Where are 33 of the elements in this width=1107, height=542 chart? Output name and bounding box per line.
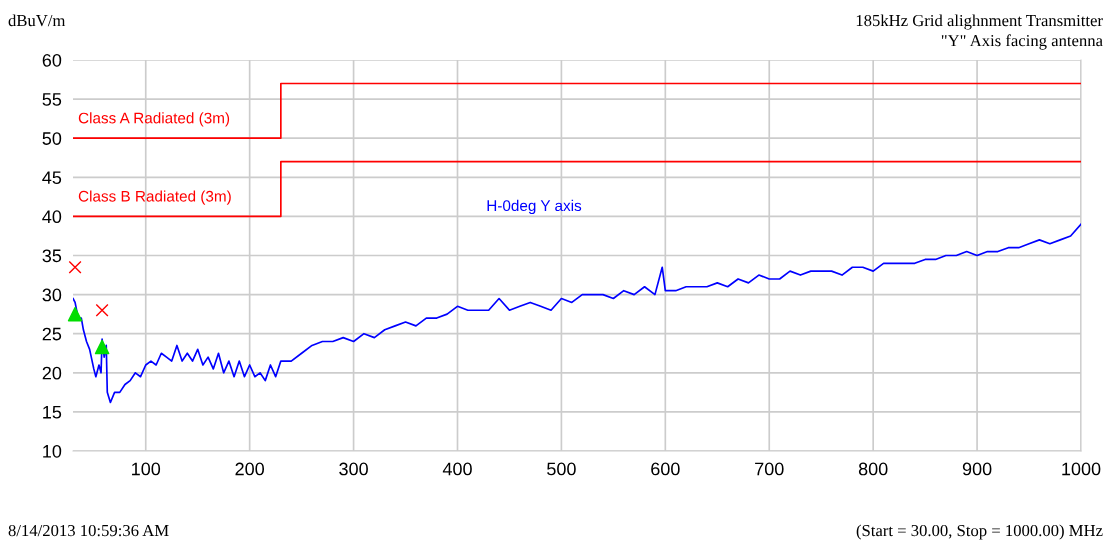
y-tick-label: 55 [42,93,62,106]
y-tick-label: 60 [42,53,62,67]
x-tick-label: 1000 [1062,462,1101,476]
series-label: Class B Radiated (3m) [78,190,231,205]
text: H-0deg Y axis [487,199,582,215]
series-label: Class A Radiated (3m) [78,112,230,127]
y-tick-label: 30 [42,288,62,302]
point [94,339,110,355]
point [67,306,83,322]
text: (Start = 30.00, Stop = 1000.00) MHz [856,524,1103,540]
y-axis-title: dBuV/m [8,14,66,27]
x-tick-label: 800 [858,462,888,476]
x-tick-label: 400 [442,462,472,476]
y-tick-label: 35 [42,249,62,263]
text: 8/14/2013 10:59:36 AM [8,524,169,537]
y-tick-label: 15 [43,406,62,419]
y-tick-label: 10 [43,444,62,458]
y-tick-label: 50 [42,132,62,145]
x-tick-label: 200 [235,462,265,476]
point [95,303,109,317]
x-tick-label: 100 [132,462,161,476]
chart-subtitle: "Y" Axis facing antenna [941,34,1103,50]
x-tick-label: 900 [962,462,992,476]
y-tick-label: 20 [42,366,62,380]
chart-title: 185kHz Grid alighnment Transmitter [856,14,1103,30]
x-tick-label: 600 [651,462,680,476]
x-tick-label: 500 [547,462,576,476]
y-tick-label: 25 [42,327,62,341]
x-tick-label: 300 [339,462,368,476]
point [68,260,82,274]
y-tick-label: 40 [42,210,62,224]
y-tick-label: 45 [42,171,62,185]
x-tick-label: 700 [755,462,784,476]
